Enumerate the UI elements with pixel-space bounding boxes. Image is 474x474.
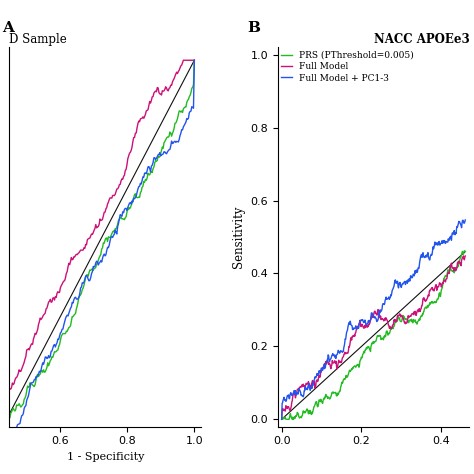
Full Model [412, 309, 418, 314]
Full Model + PC1-3 [338, 348, 344, 354]
Full Model + PC1-3 [301, 392, 307, 398]
PRS (PThreshold=0.005) [463, 248, 468, 254]
X-axis label: 1 - Specificity: 1 - Specificity [66, 452, 144, 462]
Full Model + PC1-3 [463, 217, 468, 223]
Full Model [461, 253, 466, 259]
Full Model [394, 314, 400, 320]
Text: D Sample: D Sample [9, 33, 67, 46]
Full Model [301, 383, 307, 389]
PRS (PThreshold=0.005) [352, 364, 357, 369]
PRS (PThreshold=0.005) [462, 248, 467, 254]
Text: B: B [247, 21, 260, 35]
Line: Full Model: Full Model [282, 256, 465, 419]
Line: PRS (PThreshold=0.005): PRS (PThreshold=0.005) [282, 251, 465, 419]
Full Model [279, 417, 284, 422]
Y-axis label: Sensitivity: Sensitivity [232, 206, 245, 268]
PRS (PThreshold=0.005) [394, 317, 400, 322]
Text: NACC APOEe3: NACC APOEe3 [374, 33, 469, 46]
Full Model [352, 332, 357, 338]
PRS (PThreshold=0.005) [338, 381, 344, 387]
Full Model [463, 253, 468, 259]
Full Model + PC1-3 [352, 326, 357, 331]
Full Model [411, 309, 417, 314]
Full Model + PC1-3 [411, 273, 417, 279]
Line: Full Model + PC1-3: Full Model + PC1-3 [282, 220, 465, 419]
Legend: PRS (PThreshold=0.005), Full Model, Full Model + PC1-3: PRS (PThreshold=0.005), Full Model, Full… [280, 49, 416, 84]
PRS (PThreshold=0.005) [411, 318, 417, 324]
PRS (PThreshold=0.005) [412, 317, 418, 323]
PRS (PThreshold=0.005) [301, 409, 307, 415]
Full Model + PC1-3 [279, 417, 284, 422]
Full Model + PC1-3 [394, 278, 400, 284]
Full Model [338, 359, 344, 365]
Full Model + PC1-3 [412, 268, 418, 273]
Text: A: A [2, 21, 14, 35]
PRS (PThreshold=0.005) [279, 417, 284, 422]
